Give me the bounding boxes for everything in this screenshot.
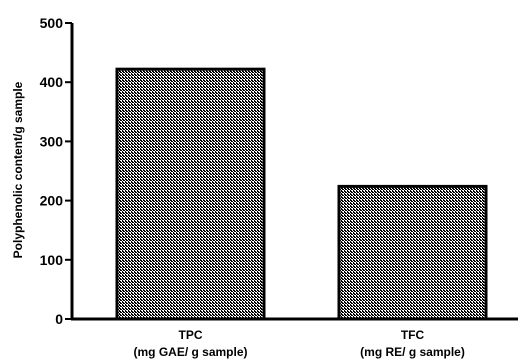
x-category-label-0: TPC — [179, 328, 203, 342]
y-tick-label-5: 500 — [40, 15, 64, 31]
y-ticks-layer: 0 100 200 300 400 500 — [40, 15, 72, 327]
y-tick-label-2: 200 — [40, 193, 64, 209]
x-category-label-1: TFC — [401, 328, 425, 342]
bar-0 — [115, 67, 266, 321]
x-category-sublabel-0: (mg GAE/ g sample) — [133, 345, 247, 359]
y-tick-label-0: 0 — [55, 311, 63, 327]
x-category-labels: TPC (mg GAE/ g sample) TFC (mg RE/ g sample… — [133, 328, 464, 359]
bar-1 — [337, 184, 488, 321]
axes-layer — [70, 23, 518, 321]
y-tick-label-4: 400 — [40, 74, 64, 90]
y-tick-label-3: 300 — [40, 133, 64, 149]
y-axis-title: Polyphenolic content/g sample — [11, 81, 25, 258]
x-category-sublabel-1: (mg RE/ g sample) — [360, 345, 465, 359]
y-tick-label-1: 100 — [40, 252, 64, 268]
bars-layer — [115, 67, 488, 321]
